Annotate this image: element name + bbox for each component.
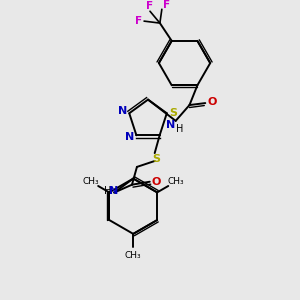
Text: N: N	[125, 132, 134, 142]
Text: H: H	[103, 186, 111, 196]
Text: CH₃: CH₃	[168, 177, 184, 186]
Text: H: H	[176, 124, 183, 134]
Text: O: O	[152, 177, 161, 187]
Text: F: F	[146, 1, 154, 11]
Text: S: S	[153, 154, 161, 164]
Text: S: S	[170, 108, 178, 118]
Text: CH₃: CH₃	[125, 251, 142, 260]
Text: CH₃: CH₃	[82, 177, 99, 186]
Text: F: F	[135, 16, 142, 26]
Text: O: O	[208, 97, 217, 107]
Text: N: N	[109, 186, 118, 196]
Text: N: N	[118, 106, 127, 116]
Text: N: N	[166, 120, 176, 130]
Text: F: F	[163, 0, 170, 10]
